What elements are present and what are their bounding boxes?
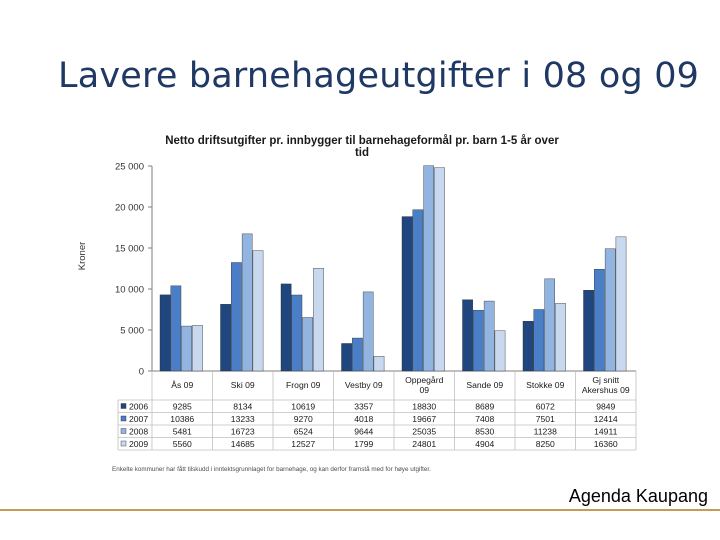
data-table-value: 24801 xyxy=(412,439,436,449)
y-tick-label: 5 000 xyxy=(120,326,144,337)
bar-2006 xyxy=(522,321,534,372)
legend-label: 2008 xyxy=(129,426,148,436)
data-table-value: 14685 xyxy=(231,439,255,449)
data-table-value: 6524 xyxy=(294,426,313,436)
bar-2009 xyxy=(192,325,203,372)
x-tick-label: 09 xyxy=(419,385,429,395)
y-tick-label: 20 000 xyxy=(115,203,144,214)
bar-2008 xyxy=(544,278,555,372)
bar-2007 xyxy=(352,337,363,372)
x-tick-label: Stokke 09 xyxy=(526,380,564,390)
footer-brand: Agenda Kaupang xyxy=(568,486,708,506)
bar-2006 xyxy=(583,290,594,372)
data-table-value: 5560 xyxy=(173,439,192,449)
data-table-value: 9285 xyxy=(173,401,192,411)
bar-2009 xyxy=(555,303,566,372)
data-table-value: 10386 xyxy=(170,414,194,424)
bar-2008 xyxy=(241,233,253,372)
bar-2007 xyxy=(473,310,484,372)
footer-rule xyxy=(0,509,720,511)
bar-2008 xyxy=(423,165,435,372)
data-table-value: 12527 xyxy=(291,439,315,449)
legend-swatch-2007 xyxy=(120,415,127,422)
data-table-value: 12414 xyxy=(594,414,618,424)
bar-chart: Netto driftsutgifter pr. innbygger til b… xyxy=(77,135,637,473)
y-tick-label: 10 000 xyxy=(115,285,144,296)
bar-2008 xyxy=(483,300,495,372)
legend-swatch-2006 xyxy=(120,403,127,409)
chart-title-line: Netto driftsutgifter pr. innbygger til b… xyxy=(165,135,559,147)
data-table-value: 9644 xyxy=(354,426,373,436)
data-table-value: 7501 xyxy=(536,414,555,424)
data-table-value: 11238 xyxy=(534,426,557,436)
bar-2008 xyxy=(302,317,314,372)
legend-label: 2009 xyxy=(129,439,148,449)
data-table-value: 5481 xyxy=(173,426,192,436)
legend-swatch-2009 xyxy=(120,440,127,447)
data-table-value: 4018 xyxy=(354,414,373,424)
data-table-value: 8689 xyxy=(475,401,494,411)
data-table-value: 8250 xyxy=(536,439,555,449)
data-table-value: 1799 xyxy=(354,439,373,449)
slide-title: Lavere barnehageutgifter i 08 og 09 xyxy=(58,56,700,96)
data-table-value: 9849 xyxy=(596,401,615,411)
x-tick-label: Oppegård xyxy=(405,375,443,385)
x-tick-label: Akershus 09 xyxy=(582,385,630,395)
bar-2008 xyxy=(362,291,374,372)
x-tick-label: Vestby 09 xyxy=(345,380,383,390)
legend-label: 2006 xyxy=(129,401,148,411)
data-table-value: 16360 xyxy=(594,439,618,449)
y-axis-label: Kroner xyxy=(77,242,88,271)
bar-2006 xyxy=(341,343,352,372)
legend-swatch-2008 xyxy=(120,428,127,434)
data-table-value: 9270 xyxy=(294,414,313,424)
y-tick-label: 25 000 xyxy=(115,162,144,173)
bar-2007 xyxy=(412,209,424,372)
bar-2008 xyxy=(604,248,616,372)
bar-2006 xyxy=(462,299,473,372)
data-table-value: 18830 xyxy=(412,401,436,411)
chart-footnote: Enkelte kommuner har fått tilskudd i inn… xyxy=(112,465,431,473)
data-table-value: 19667 xyxy=(412,414,436,424)
bar-2006 xyxy=(220,304,231,372)
bar-2007 xyxy=(594,269,605,372)
x-tick-label: Gj snitt xyxy=(592,375,619,385)
data-table-value: 6072 xyxy=(536,401,555,411)
y-tick-label: 15 000 xyxy=(115,244,144,255)
bar-2008 xyxy=(181,325,193,372)
data-table-value: 8134 xyxy=(233,401,252,411)
bar-2009 xyxy=(252,250,264,372)
data-table-value: 14911 xyxy=(594,426,617,436)
bar-2009 xyxy=(373,356,385,372)
bar-2009 xyxy=(615,236,627,372)
x-tick-label: Ås 09 xyxy=(171,380,193,390)
bar-2006 xyxy=(159,294,171,372)
x-tick-label: Sande 09 xyxy=(466,380,503,390)
y-tick-label: 0 xyxy=(139,367,144,378)
data-table-value: 25035 xyxy=(412,426,436,436)
data-table-value: 4904 xyxy=(475,439,494,449)
x-tick-label: Ski 09 xyxy=(231,380,255,390)
chart-title-line: tid xyxy=(355,147,369,159)
bar-2007 xyxy=(170,285,182,372)
bar-2006 xyxy=(280,283,292,372)
bar-2007 xyxy=(533,309,545,372)
data-table-value: 16723 xyxy=(231,426,255,436)
data-table-value: 3357 xyxy=(354,401,373,411)
bar-2007 xyxy=(291,294,303,372)
bar-2007 xyxy=(231,262,242,372)
bar-2006 xyxy=(401,216,413,372)
data-table-value: 8530 xyxy=(475,426,494,436)
legend-label: 2007 xyxy=(129,414,148,424)
bar-2009 xyxy=(434,167,445,372)
data-table-value: 7408 xyxy=(475,414,494,424)
data-table-value: 10619 xyxy=(291,401,315,411)
bar-2009 xyxy=(494,330,506,372)
bar-2009 xyxy=(313,268,324,372)
data-table-value: 13233 xyxy=(231,414,255,424)
x-tick-label: Frogn 09 xyxy=(286,380,321,390)
